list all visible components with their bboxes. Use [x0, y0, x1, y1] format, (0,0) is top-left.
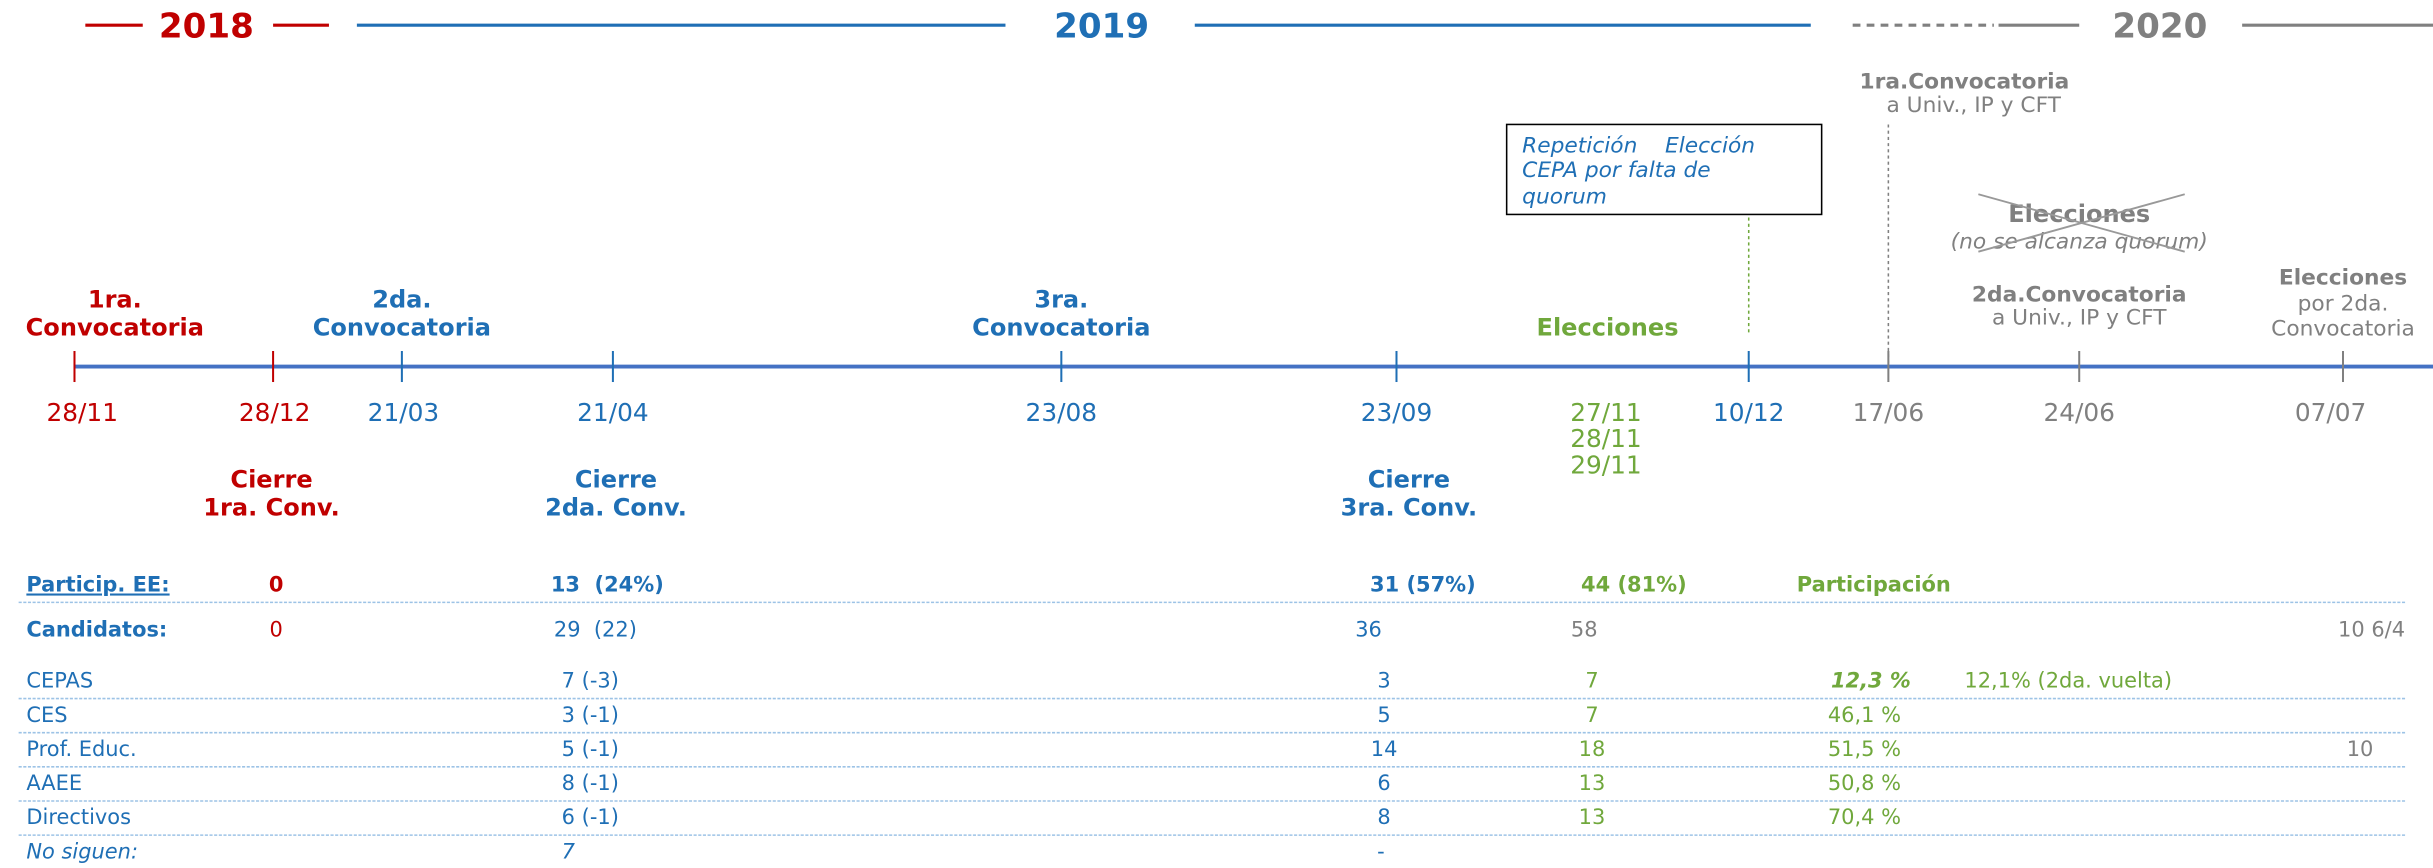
date: 24/06: [2043, 398, 2115, 427]
event-label: Convocatoria: [972, 313, 1150, 341]
cell: 7 (-3): [562, 669, 619, 693]
cell: 0: [269, 572, 284, 596]
row-label: CEPAS: [26, 669, 93, 693]
cell: 6: [1377, 771, 1390, 795]
cell: 10: [2347, 737, 2374, 761]
cell: 36: [1355, 617, 1382, 641]
event-label: 2da.: [372, 286, 431, 314]
event-label: 1ra.: [88, 286, 142, 314]
cell: 13 (24%): [551, 572, 664, 596]
cell: 12,1% (2da. vuelta): [1964, 669, 2172, 693]
closure: 2da. Conv.: [545, 493, 687, 521]
date: 21/03: [368, 398, 440, 427]
row-label: Candidatos:: [26, 617, 167, 641]
closure: Cierre: [575, 466, 657, 494]
row-label: AAEE: [26, 771, 82, 795]
cell: 29 (22): [554, 617, 637, 641]
event-label: a Univ., IP y CFT: [1992, 306, 2167, 331]
cell: 31 (57%): [1370, 572, 1476, 596]
closure: Cierre: [230, 466, 312, 494]
date: 07/07: [2295, 398, 2367, 427]
cell: 7: [1585, 703, 1598, 727]
cell: 44 (81%): [1581, 572, 1687, 596]
date: 28/12: [239, 398, 311, 427]
cell: 58: [1571, 617, 1598, 641]
event-label: Elecciones: [1537, 313, 1679, 341]
date: 27/11: [1570, 398, 1642, 427]
note-text: quorum: [1522, 185, 1607, 210]
cell: 13: [1579, 805, 1606, 829]
note-text: Repetición Elección: [1522, 133, 1755, 158]
cell: 70,4 %: [1828, 805, 1901, 829]
cell: 51,5 %: [1828, 737, 1901, 761]
date: 21/04: [577, 398, 649, 427]
table: Particip. EE: 0 13 (24%) 31 (57%) 44 (81…: [18, 572, 2406, 863]
row-separators: [18, 601, 2406, 836]
cell: 8: [1377, 805, 1390, 829]
date: 29/11: [1570, 451, 1642, 480]
row-label: Directivos: [26, 805, 131, 829]
cell: 7: [562, 839, 576, 863]
year: 2020: [2112, 7, 2207, 47]
event-label: (no se alcanza quorum): [1951, 230, 2208, 255]
cell: 46,1 %: [1828, 703, 1901, 727]
row-label: No siguen:: [26, 839, 138, 863]
event-label: Convocatoria: [2271, 316, 2415, 341]
cell: 10 6/4: [2338, 617, 2405, 641]
event-label: 1ra.Convocatoria: [1860, 70, 2070, 95]
cell: 0: [270, 617, 283, 641]
cross: [1978, 193, 2185, 253]
event-label: a Univ., IP y CFT: [1886, 93, 2061, 118]
date: 28/11: [46, 398, 118, 427]
cell: 13: [1579, 771, 1606, 795]
event-label: Convocatoria: [313, 313, 491, 341]
row-label: CES: [26, 703, 67, 727]
cell: 3 (-1): [562, 703, 619, 727]
cell: 12,3 %: [1831, 669, 1911, 693]
cell: 5 (-1): [562, 737, 619, 761]
date: 23/08: [1026, 398, 1098, 427]
event-label: 2da.Convocatoria: [1972, 282, 2187, 307]
cell: 14: [1371, 737, 1398, 761]
year: 2019: [1054, 7, 1149, 47]
cell: -: [1377, 839, 1385, 863]
row-label: Particip. EE:: [26, 572, 169, 596]
date: 10/12: [1713, 398, 1785, 427]
cell: 3: [1377, 669, 1390, 693]
note-box: [1505, 123, 1823, 216]
cell: Participación: [1797, 572, 1951, 596]
cell: 5: [1377, 703, 1390, 727]
ticks: [73, 350, 2345, 383]
cell: 7: [1585, 669, 1598, 693]
cell: 50,8 %: [1828, 771, 1901, 795]
closure: 1ra. Conv.: [203, 493, 339, 521]
cell: 6 (-1): [562, 805, 619, 829]
year: 2018: [159, 7, 254, 47]
row-label: Prof. Educ.: [26, 737, 136, 761]
event-label: 3ra.: [1034, 286, 1088, 314]
date: 28/11: [1570, 424, 1642, 453]
event-label: Elecciones: [2279, 265, 2407, 290]
closure: 3ra. Conv.: [1341, 493, 1477, 521]
event-label: por 2da.: [2298, 292, 2389, 317]
closure: Cierre: [1368, 466, 1450, 494]
date: 17/06: [1853, 398, 1925, 427]
date: 23/09: [1361, 398, 1433, 427]
cell: 18: [1579, 737, 1606, 761]
note-text: CEPA por falta de: [1522, 158, 1710, 183]
event-label: Convocatoria: [26, 313, 204, 341]
cell: 8 (-1): [562, 771, 619, 795]
